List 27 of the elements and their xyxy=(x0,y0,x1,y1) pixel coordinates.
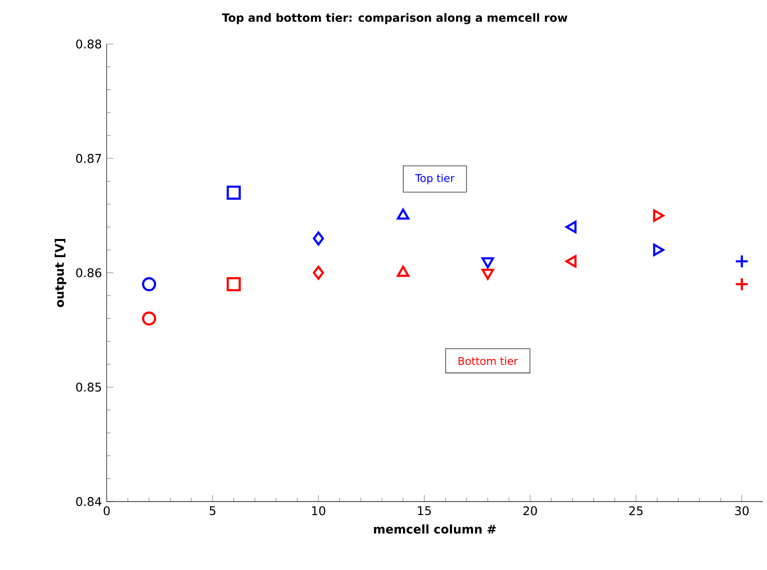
x-tick-label: 30 xyxy=(735,506,749,516)
x-tick-label: 20 xyxy=(523,506,537,516)
x-tick-label: 25 xyxy=(629,506,643,516)
y-tick-label: 0.87 xyxy=(76,154,101,164)
text: Bottom tier xyxy=(458,356,518,366)
y-tick-label: 0.88 xyxy=(76,40,102,49)
text: Top tier xyxy=(415,174,455,184)
point xyxy=(226,277,241,292)
point xyxy=(312,266,324,280)
point xyxy=(142,312,156,326)
y-axis-title: output [V] xyxy=(54,239,66,308)
x-tick-label: 5 xyxy=(210,506,216,516)
x-tick-label: 10 xyxy=(312,506,326,516)
point xyxy=(565,255,577,268)
x-tick-label: 15 xyxy=(418,506,431,516)
x-tick-label: 0 xyxy=(104,506,110,516)
y-tick-label: 0.85 xyxy=(76,382,101,392)
y-tick-label: 0.84 xyxy=(76,497,102,506)
point xyxy=(565,220,577,234)
point xyxy=(312,232,324,246)
x-axis-title: memcell column # xyxy=(374,524,496,534)
point xyxy=(396,208,410,220)
point xyxy=(142,277,156,292)
y-tick-label: 0.86 xyxy=(76,268,102,278)
chart-title: Top and bottom tier: comparison along a memcell row xyxy=(222,13,568,24)
point xyxy=(396,266,410,278)
point xyxy=(226,186,241,200)
